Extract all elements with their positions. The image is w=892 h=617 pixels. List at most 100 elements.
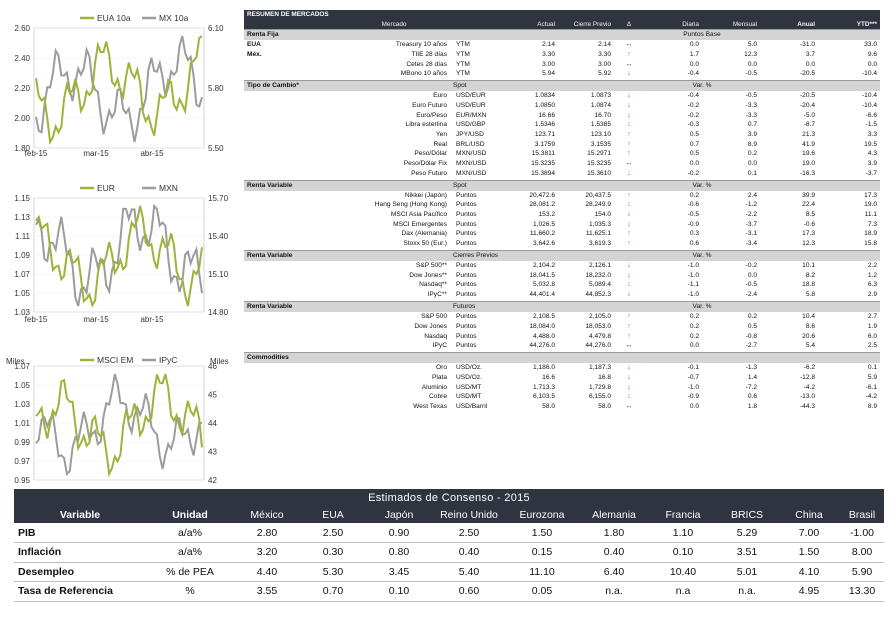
row-unit: USD/Oz. xyxy=(456,373,483,381)
row-tag xyxy=(244,229,280,239)
market-row: Nikkei (Japón) Puntos 20,472.6 20,437.5 ↑ 0.2… xyxy=(244,191,880,201)
row-unit: Puntos xyxy=(456,271,477,279)
row-name: S&P 500** xyxy=(415,262,447,270)
row-ytd: 0.1 xyxy=(867,364,878,372)
left-tick-label: 2.20 xyxy=(14,84,30,93)
row-name: S&P 500 xyxy=(421,313,447,321)
x-tick-label: mar-15 xyxy=(83,315,109,324)
row-unit: Puntos xyxy=(456,332,477,340)
right-tick-label: 15.70 xyxy=(208,194,229,203)
consensus-header-cell: China xyxy=(778,506,840,523)
row-annual: 12.3 xyxy=(802,240,815,248)
row-monthly: -3.3 xyxy=(745,111,757,119)
row-prev: 16.8 xyxy=(598,373,611,381)
row-ytd: 2.7 xyxy=(867,313,878,321)
row-actual: 58.0 xyxy=(542,402,555,410)
row-annual: 8.2 xyxy=(805,271,815,279)
row-monthly: -3.3 xyxy=(745,101,757,109)
consensus-value: 11.10 xyxy=(506,562,578,582)
row-prev: 6,155.0 xyxy=(589,393,611,401)
left-tick-label: 0.95 xyxy=(14,476,30,484)
row-actual: 153.2 xyxy=(538,211,555,219)
consensus-value: 8.00 xyxy=(840,542,885,563)
consensus-value: 2.80 xyxy=(234,523,300,543)
row-ytd: -6.6 xyxy=(865,111,878,119)
row-daily: -1.0 xyxy=(687,262,699,270)
trend-arrow-icon: ↓ xyxy=(627,169,631,177)
row-annual: 18.8 xyxy=(802,281,815,289)
row-tag xyxy=(244,210,280,220)
section-spacer xyxy=(760,179,881,191)
consensus-header-cell: Unidad xyxy=(146,506,234,523)
trend-arrow-icon: ↓ xyxy=(627,281,631,289)
trend-arrow-icon: ↔ xyxy=(625,41,633,49)
left-tick-label: 1.05 xyxy=(14,381,30,390)
x-tick-label: mar-15 xyxy=(83,149,109,158)
row-actual: 1.0834 xyxy=(534,92,555,100)
row-actual: 2,104.2 xyxy=(533,262,555,270)
right-tick-label: 46 xyxy=(208,362,217,371)
section-spacer xyxy=(558,29,644,41)
row-daily: -0.9 xyxy=(687,220,699,228)
row-annual: 41.9 xyxy=(802,140,815,148)
trend-arrow-icon: ↓ xyxy=(627,393,631,401)
row-tag xyxy=(244,69,280,79)
row-name: Peso Futuro xyxy=(411,169,447,177)
row-name: Cobre xyxy=(429,393,447,401)
row-annual: -12.8 xyxy=(799,373,815,381)
consensus-value: 10.40 xyxy=(650,562,716,582)
trend-arrow-icon: ↑ xyxy=(627,230,631,238)
series-line-2 xyxy=(35,203,203,307)
row-unit: Puntos xyxy=(456,230,477,238)
consensus-value: 6.40 xyxy=(578,562,650,582)
trend-arrow-icon: ↔ xyxy=(625,160,633,168)
market-row: Euro/Peso EUR/MXN 16.66 16.70 ↓ -0.2 -3.3 -5.0 -… xyxy=(244,111,880,121)
row-prev: 1,035.3 xyxy=(589,220,611,228)
row-daily: 0.5 xyxy=(689,150,699,158)
row-prev: 15.3235 xyxy=(587,160,611,168)
row-ytd: 3.3 xyxy=(867,130,878,138)
section-title: Commodities xyxy=(244,352,450,364)
row-ytd: -6.1 xyxy=(865,383,878,391)
header-delta: Δ xyxy=(614,19,644,30)
consensus-header-cell: BRICS xyxy=(716,506,778,523)
section-spacer xyxy=(558,352,644,364)
row-annual: 0.0 xyxy=(805,60,815,68)
row-prev: 3.00 xyxy=(598,60,611,68)
market-row: MSCI Asia Pacífico Puntos 153.2 154.0 ↓ -0.5 -… xyxy=(244,210,880,220)
row-actual: 4,488.0 xyxy=(533,332,555,340)
trend-arrow-icon: ↔ xyxy=(625,342,633,350)
consensus-unit: a/a% xyxy=(146,542,234,563)
left-tick-label: 1.09 xyxy=(14,251,30,260)
row-monthly: 5.0 xyxy=(747,41,757,49)
row-annual: -4.2 xyxy=(803,383,815,391)
row-ytd: 2.2 xyxy=(867,262,878,270)
row-daily: -0.2 xyxy=(687,101,699,109)
left-tick-label: 0.99 xyxy=(14,438,30,447)
section-band: Var. % xyxy=(644,179,760,191)
row-name: MSCI Asia Pacífico xyxy=(390,211,447,219)
row-ytd: 19.5 xyxy=(864,140,878,148)
header-ytd: YTD*** xyxy=(818,19,881,30)
header-blank xyxy=(244,19,280,30)
header-annual: Anual xyxy=(760,19,818,30)
trend-arrow-icon: ↓ xyxy=(627,383,631,391)
row-ytd: -3.7 xyxy=(865,169,878,177)
row-daily: 0.0 xyxy=(689,41,699,49)
market-row: Yen JPY/USD 123.71 123.10 ↑ 0.5 3.9 21.3 3.3 xyxy=(244,130,880,140)
row-prev: 15.3610 xyxy=(587,169,611,177)
row-actual: 2.14 xyxy=(542,41,555,49)
section-spacer xyxy=(760,29,881,41)
market-title-row: RESUMEN DE MERCADOS xyxy=(244,10,881,20)
row-unit: USD/EUR xyxy=(456,92,486,100)
row-annual: 20.6 xyxy=(802,332,815,340)
row-ytd: 7.3 xyxy=(867,220,878,228)
row-name: Nikkei (Japón) xyxy=(404,191,447,199)
consensus-header-cell: Francia xyxy=(650,506,716,523)
market-title: RESUMEN DE MERCADOS xyxy=(244,10,881,20)
row-ytd: -10.4 xyxy=(861,92,878,100)
row-monthly: 0.2 xyxy=(747,313,757,321)
row-tag xyxy=(244,220,280,230)
row-annual: 21.3 xyxy=(802,130,815,138)
section-header: Renta Variable Spot Var. % xyxy=(244,179,881,191)
